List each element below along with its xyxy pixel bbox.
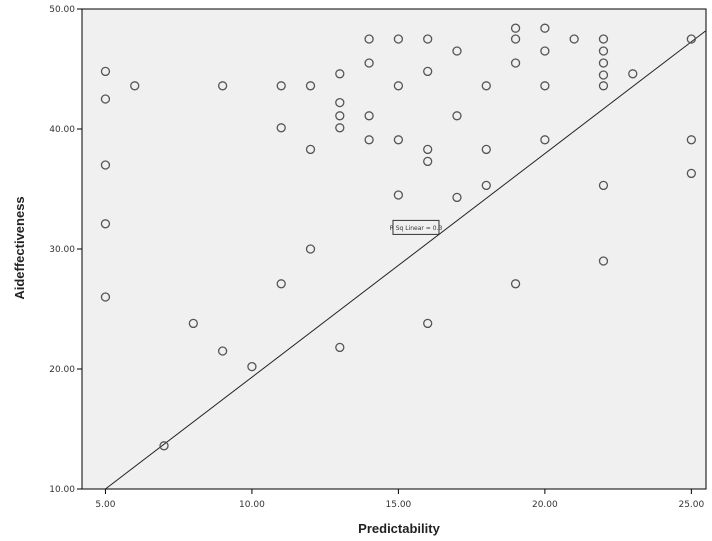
y-tick-label: 10.00 <box>49 485 75 495</box>
data-point <box>364 135 374 145</box>
data-point <box>305 144 316 155</box>
data-point <box>423 144 433 155</box>
data-point <box>276 279 286 289</box>
fit-label-box <box>392 219 440 235</box>
data-point <box>686 34 697 44</box>
data-point <box>598 256 609 266</box>
data-point <box>540 23 550 33</box>
data-point <box>481 180 491 191</box>
data-point <box>423 34 433 44</box>
x-tick-label: 10.00 <box>239 500 265 510</box>
fit-label: R Sq Linear = 0.3 <box>390 225 443 232</box>
annotation-layer: R Sq Linear = 0.3 <box>390 219 443 235</box>
data-point <box>364 34 374 44</box>
data-point <box>598 180 609 191</box>
data-point <box>217 81 228 91</box>
data-points-layer <box>100 23 697 451</box>
fit-line-layer <box>105 30 707 490</box>
x-axis-title: Predictability <box>358 521 440 536</box>
data-point <box>452 192 462 203</box>
y-tick-label: 30.00 <box>49 245 75 255</box>
data-point <box>540 135 550 145</box>
fit-line <box>105 30 707 490</box>
data-point <box>247 361 257 372</box>
data-point <box>481 81 491 91</box>
data-point <box>598 34 609 44</box>
x-axis: 5.00 10.00 15.00 20.00 25.00 <box>95 489 705 510</box>
x-tick-label: 15.00 <box>386 500 412 510</box>
data-point <box>510 34 521 44</box>
data-point <box>100 219 111 229</box>
data-point <box>510 58 521 68</box>
data-point <box>628 69 638 79</box>
data-point <box>335 111 345 121</box>
data-point <box>305 244 316 254</box>
data-point <box>335 69 345 79</box>
data-point <box>686 168 697 179</box>
data-point <box>159 441 169 451</box>
data-point <box>598 70 609 80</box>
data-point <box>393 190 404 200</box>
data-point <box>393 81 404 91</box>
data-point <box>510 279 521 289</box>
data-point <box>100 160 111 170</box>
data-point <box>423 66 433 77</box>
x-tick-label: 20.00 <box>532 500 558 510</box>
data-point <box>276 81 286 91</box>
data-point <box>423 318 433 329</box>
data-point <box>569 34 579 44</box>
x-tick-label: 25.00 <box>678 500 704 510</box>
data-point <box>305 81 316 91</box>
data-point <box>540 81 550 91</box>
data-point <box>100 94 111 104</box>
y-tick-label: 20.00 <box>49 365 75 375</box>
data-point <box>335 123 345 133</box>
data-point <box>217 346 228 356</box>
y-tick-label: 40.00 <box>49 125 75 135</box>
data-point <box>540 46 550 56</box>
data-point <box>686 135 697 145</box>
data-point <box>393 34 404 44</box>
data-point <box>452 111 462 121</box>
data-point <box>481 144 491 155</box>
data-point <box>188 318 198 329</box>
data-point <box>598 46 609 56</box>
data-point <box>364 111 374 121</box>
data-point <box>452 46 462 56</box>
data-point <box>335 342 345 353</box>
plot-background <box>81 8 707 490</box>
data-point <box>100 292 111 302</box>
data-point <box>130 81 140 91</box>
data-point <box>393 135 404 145</box>
data-point <box>364 58 374 68</box>
x-tick-label: 5.00 <box>95 500 115 510</box>
y-tick-label: 50.00 <box>49 5 75 15</box>
data-point <box>100 66 111 77</box>
data-point <box>276 123 286 133</box>
y-axis: 10.00 20.00 30.00 40.00 50.00 <box>49 5 82 495</box>
y-axis-title: Aideffectiveness <box>12 196 27 299</box>
data-point <box>335 97 345 108</box>
data-point <box>598 58 609 68</box>
data-point <box>510 23 521 33</box>
data-point <box>598 81 609 91</box>
data-point <box>423 156 433 167</box>
